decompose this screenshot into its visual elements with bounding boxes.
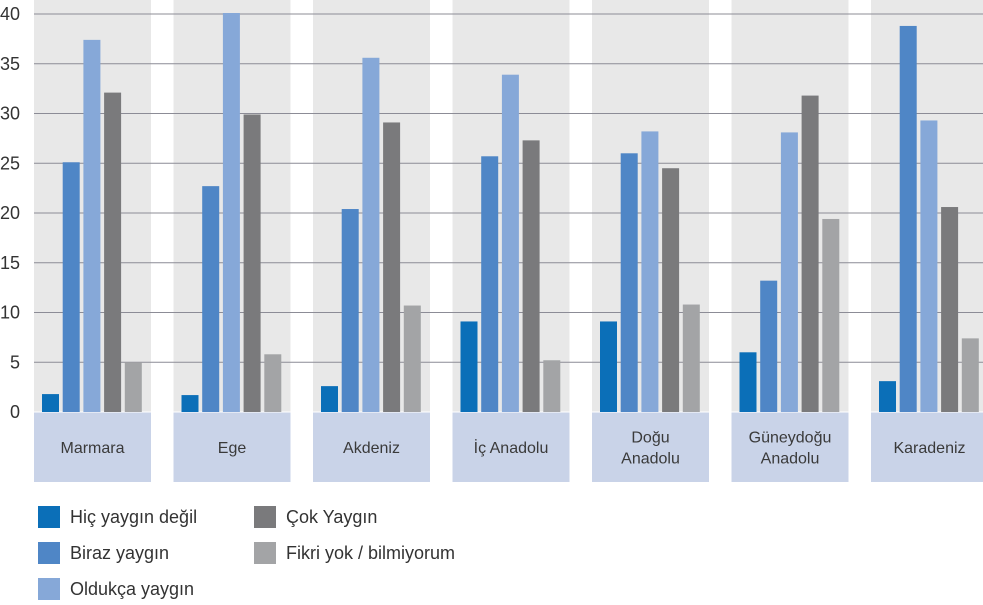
category-band bbox=[871, 412, 983, 482]
category-label: Marmara bbox=[60, 440, 124, 457]
category-band bbox=[731, 412, 849, 482]
bar bbox=[501, 74, 519, 412]
category-band bbox=[592, 412, 709, 482]
bar bbox=[264, 354, 282, 412]
category-labels: Marmara Ege Akdeniz İç Anadolu Doğu Anadolu Gü… bbox=[60, 430, 965, 468]
legend-item: Oldukça yaygın bbox=[38, 577, 194, 601]
category-band bbox=[452, 412, 570, 482]
bar bbox=[662, 168, 680, 412]
bar bbox=[460, 321, 478, 412]
bar bbox=[104, 92, 122, 412]
bars bbox=[42, 13, 979, 413]
bar bbox=[961, 338, 979, 412]
legend-swatch bbox=[254, 542, 276, 564]
bar bbox=[222, 13, 240, 412]
bar bbox=[341, 209, 359, 412]
bar bbox=[383, 122, 401, 412]
bar bbox=[941, 207, 959, 412]
bar bbox=[243, 114, 261, 413]
bar bbox=[522, 140, 540, 413]
bar bbox=[181, 395, 199, 412]
legend-label: Hiç yaygın değil bbox=[70, 506, 198, 527]
bar bbox=[600, 321, 617, 412]
bar bbox=[321, 386, 338, 412]
legend-label: Çok Yaygın bbox=[286, 506, 378, 527]
legend-item: Çok Yaygın bbox=[254, 505, 377, 529]
bar bbox=[42, 394, 59, 412]
legend-swatch bbox=[254, 506, 276, 528]
category-band bbox=[34, 412, 151, 482]
bar bbox=[801, 95, 819, 412]
legend-label: Fikri yok / bilmiyorum bbox=[286, 542, 456, 563]
y-tick-label: 40 bbox=[0, 4, 20, 24]
category-label: Karadeniz bbox=[893, 440, 965, 457]
bar bbox=[83, 39, 101, 413]
bar bbox=[124, 362, 142, 412]
y-tick-label: 20 bbox=[0, 203, 20, 223]
legend-label: Biraz yaygın bbox=[70, 542, 170, 563]
bar bbox=[822, 218, 840, 412]
legend: Hiç yaygın değil Biraz yaygın Oldukça yayg… bbox=[38, 505, 558, 601]
bar bbox=[899, 25, 917, 412]
y-tick-label: 15 bbox=[0, 253, 20, 273]
bar bbox=[481, 156, 499, 412]
legend-swatch bbox=[38, 506, 60, 528]
bar bbox=[543, 360, 561, 412]
category-label: Güneydoğu Anadolu bbox=[749, 430, 832, 468]
bar bbox=[879, 381, 896, 412]
category-band bbox=[313, 412, 430, 482]
category-label: Ege bbox=[218, 440, 247, 457]
category-label: Doğu Anadolu bbox=[621, 430, 680, 468]
bar bbox=[739, 352, 757, 412]
legend-swatch bbox=[38, 578, 60, 600]
bar bbox=[62, 162, 80, 412]
bar bbox=[920, 120, 938, 412]
legend-item: Fikri yok / bilmiyorum bbox=[254, 541, 455, 565]
bar bbox=[641, 131, 659, 412]
bar bbox=[780, 132, 798, 412]
y-tick-label: 25 bbox=[0, 153, 20, 173]
y-axis: 0 5 10 15 20 25 30 35 40 bbox=[0, 4, 20, 422]
legend-swatch bbox=[38, 542, 60, 564]
y-tick-label: 10 bbox=[0, 303, 20, 323]
legend-item: Biraz yaygın bbox=[38, 541, 169, 565]
bar bbox=[760, 280, 778, 412]
legend-item: Hiç yaygın değil bbox=[38, 505, 197, 529]
category-band bbox=[173, 412, 291, 482]
category-label: İç Anadolu bbox=[474, 438, 549, 457]
y-tick-label: 35 bbox=[0, 54, 20, 74]
category-label: Akdeniz bbox=[343, 440, 400, 457]
bar bbox=[362, 57, 380, 412]
legend-label: Oldukça yaygın bbox=[70, 578, 195, 599]
y-tick-label: 0 bbox=[10, 402, 20, 422]
bar bbox=[403, 305, 421, 412]
bar bbox=[682, 304, 700, 412]
bar bbox=[202, 186, 220, 412]
y-tick-label: 30 bbox=[0, 104, 20, 124]
bar bbox=[620, 153, 638, 413]
y-tick-label: 5 bbox=[10, 352, 20, 372]
